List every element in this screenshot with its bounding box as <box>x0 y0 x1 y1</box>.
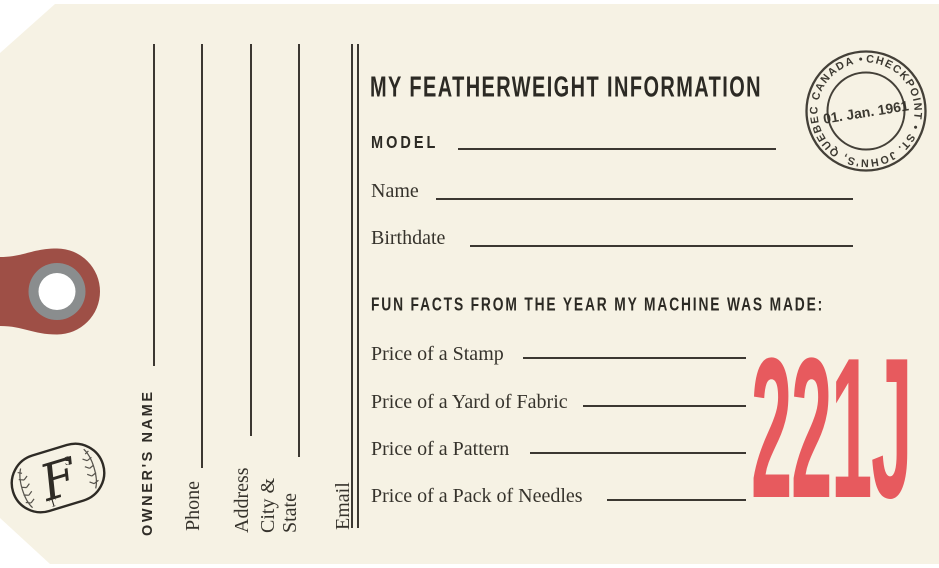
city-state-write-line <box>298 44 300 457</box>
monogram-f: F <box>33 446 86 513</box>
fact-pattern-fill-line <box>530 452 746 454</box>
fact-needles-label: Price of a Pack of Needles <box>371 485 583 507</box>
fact-stamp-label: Price of a Stamp <box>371 343 504 365</box>
address-write-line <box>250 44 252 436</box>
phone-write-line <box>201 44 203 468</box>
address-label: Address <box>231 467 253 533</box>
stub-divider-left <box>351 44 353 528</box>
email-label: Email <box>332 482 354 530</box>
hole-reinforcement <box>0 248 101 335</box>
fact-fabric-fill-line <box>583 405 746 407</box>
model-number: 221J <box>751 317 912 540</box>
laurel-left-icon <box>17 468 35 509</box>
fact-stamp-fill-line <box>523 357 746 359</box>
name-label: Name <box>371 180 419 202</box>
monogram-t: T <box>47 495 59 511</box>
postmark-stamp: CHECKPOINT • ST. JOHN'S, QUEBEC CANADA •… <box>805 50 927 172</box>
stamp-outer-ring <box>805 50 927 172</box>
fun-facts-heading: FUN FACTS FROM THE YEAR MY MACHINE WAS M… <box>371 294 825 316</box>
birthdate-fill-line <box>470 245 853 247</box>
model-label: MODEL <box>371 133 439 153</box>
phone-label: Phone <box>182 481 204 531</box>
fact-fabric-label: Price of a Yard of Fabric <box>371 391 568 413</box>
fact-needles-fill-line <box>607 499 746 501</box>
birthdate-label: Birthdate <box>371 227 446 249</box>
model-fill-line <box>458 148 776 150</box>
page-title: MY FEATHERWEIGHT INFORMATION <box>370 71 762 104</box>
tag-background <box>0 4 939 564</box>
punch-hole <box>38 273 76 310</box>
city-state-label: City & State <box>257 477 301 533</box>
featherweight-shop-logo: F T S <box>10 442 106 514</box>
name-fill-line <box>436 198 853 200</box>
owners-name-write-line <box>153 44 155 366</box>
laurel-right-icon <box>82 448 99 489</box>
stamp-date: 01. Jan. 1961 <box>822 97 910 126</box>
stamp-inner-ring <box>826 71 906 151</box>
monogram-s: S <box>62 453 72 468</box>
logo-stadium-border <box>10 442 106 514</box>
owners-name-label: OWNER'S NAME <box>140 389 156 536</box>
fact-pattern-label: Price of a Pattern <box>371 438 510 460</box>
stub-divider-right <box>357 44 359 528</box>
